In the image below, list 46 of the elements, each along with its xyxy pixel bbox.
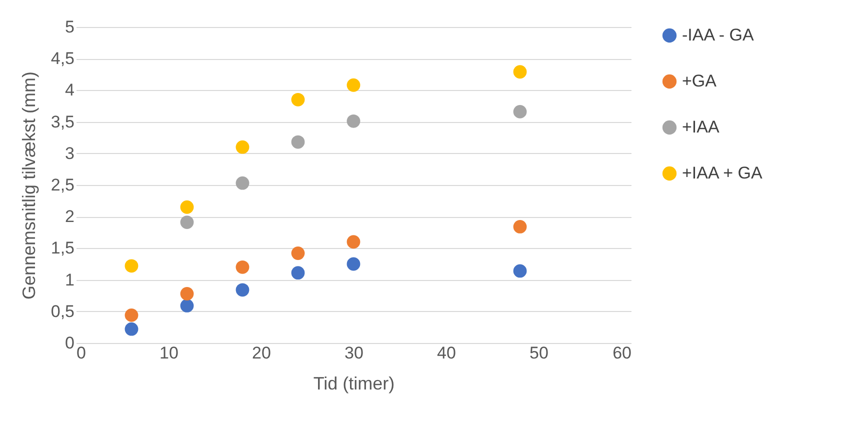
point <box>180 287 194 300</box>
y-tick-label: 2 <box>65 207 74 226</box>
y-tick-label: 5 <box>65 18 74 36</box>
x-tick-label: 0 <box>76 344 86 362</box>
y-axis-title: Gennemsnitlig tilvækst (mm) <box>18 71 39 300</box>
point <box>291 92 305 106</box>
point <box>291 246 305 260</box>
y-tick-label: 1,5 <box>50 238 74 258</box>
y-tick-label: 4,5 <box>50 49 74 68</box>
point <box>236 283 250 297</box>
x-tick-label: 30 <box>344 344 364 362</box>
point <box>180 216 194 229</box>
point <box>236 140 250 154</box>
point <box>513 220 527 234</box>
point <box>124 259 138 273</box>
point <box>513 65 527 79</box>
point <box>124 322 138 336</box>
y-tick-label: 3 <box>65 144 74 163</box>
point <box>236 176 250 190</box>
point <box>513 104 527 118</box>
x-tick-label: 50 <box>530 344 548 362</box>
x-tick-label: 60 <box>612 344 632 362</box>
y-tick-label: 2,5 <box>50 176 74 194</box>
x-tick-label: 40 <box>437 344 456 362</box>
x-tick-label: 10 <box>160 344 178 362</box>
legend-label: -IAA - GA <box>682 26 754 44</box>
legend-label: +IAA + GA <box>682 164 763 182</box>
point <box>291 135 305 149</box>
point <box>236 260 250 274</box>
point <box>346 78 360 92</box>
point <box>180 299 194 312</box>
point <box>346 235 360 249</box>
legend-label: +GA <box>682 72 718 90</box>
point <box>180 200 194 214</box>
point <box>513 264 527 278</box>
point <box>346 114 360 128</box>
y-tick-label: 3,5 <box>50 112 74 132</box>
y-tick-label: 0,5 <box>50 302 74 321</box>
legend-label: +IAA <box>682 118 720 136</box>
x-axis-title: Tid (timer) <box>313 374 395 394</box>
x-tick-label: 20 <box>252 344 271 362</box>
point <box>124 308 138 322</box>
y-tick-label: 1 <box>65 270 74 290</box>
point <box>291 266 305 280</box>
y-tick-label: 4 <box>65 80 74 100</box>
point <box>346 257 360 271</box>
